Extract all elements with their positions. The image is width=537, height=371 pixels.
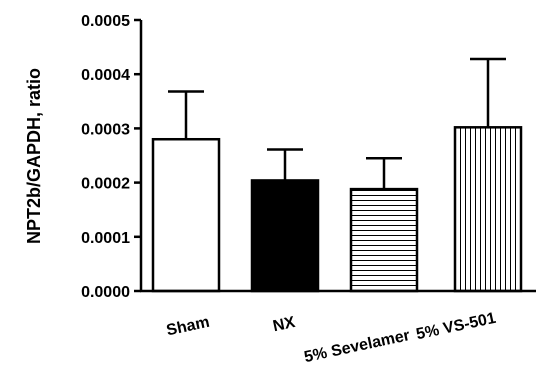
bar-5-vs-501 xyxy=(453,126,523,293)
error-bars xyxy=(168,57,506,190)
bar-nx xyxy=(250,179,320,293)
y-tick-label: 0.0000 xyxy=(81,284,130,301)
y-tick-label: 0.0003 xyxy=(81,121,130,138)
bar-5-sevelamer xyxy=(349,187,419,293)
x-tick-label: NX xyxy=(271,314,297,335)
y-tick-label: 0.0002 xyxy=(81,176,130,193)
x-tick-label: Sham xyxy=(165,314,211,340)
bar-sham xyxy=(151,137,221,293)
y-tick-label: 0.0004 xyxy=(81,67,130,84)
bars xyxy=(151,126,523,293)
x-tick-label: 5% Sevelamer xyxy=(303,327,412,366)
y-axis-title: NPT2b/GAPDH, ratio xyxy=(24,68,44,244)
y-tick-label: 0.0001 xyxy=(81,230,130,247)
y-tick-label: 0.0005 xyxy=(81,13,130,30)
x-tick-label: 5% VS-501 xyxy=(415,310,498,343)
y-axis-ticks: 0.0000 0.0001 0.0002 0.0003 0.0004 0.0005 xyxy=(81,13,141,301)
